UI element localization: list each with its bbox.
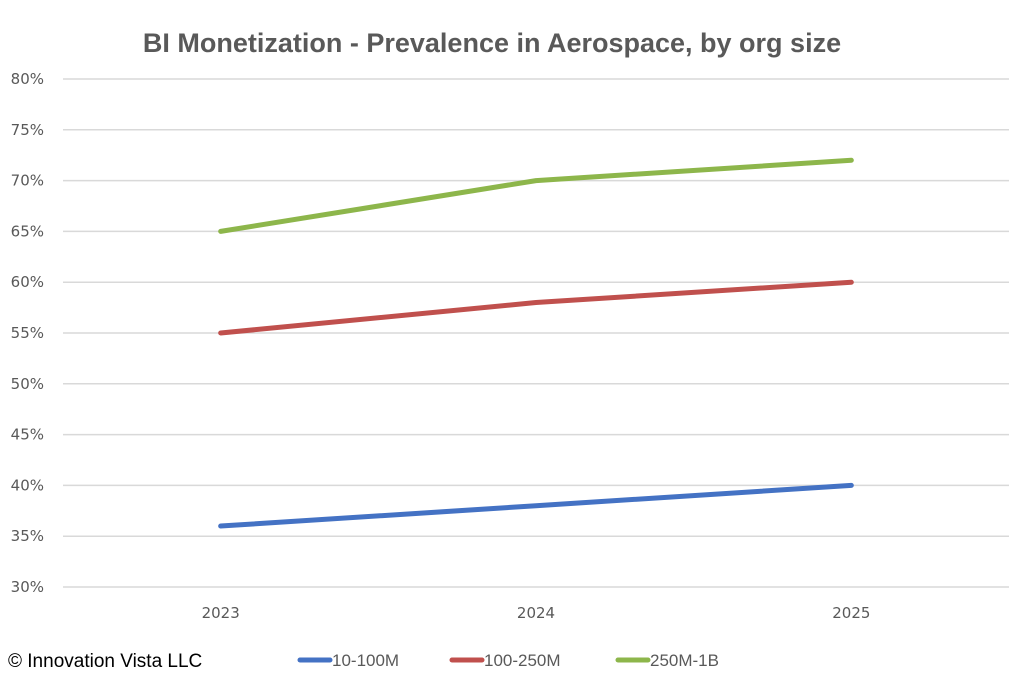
legend-label: 250M-1B [650, 651, 719, 670]
x-tick-label: 2025 [832, 604, 870, 622]
series-line-100-250M [218, 279, 854, 336]
series-lines [218, 157, 854, 529]
copyright-text: © Innovation Vista LLC [8, 651, 202, 672]
gridlines [63, 78, 1009, 588]
legend-item: 250M-1B [615, 651, 719, 670]
x-tick-label: 2023 [202, 604, 240, 622]
y-tick-label: 65% [11, 222, 44, 240]
chart-title: BI Monetization - Prevalence in Aerospac… [143, 28, 841, 58]
y-tick-label: 50% [11, 375, 44, 393]
y-tick-label: 30% [11, 578, 44, 596]
y-tick-label: 60% [11, 273, 44, 291]
y-tick-label: 40% [11, 476, 44, 494]
x-axis-ticks: 2023 2024 2025 [202, 604, 871, 622]
legend-label: 100-250M [484, 651, 561, 670]
y-tick-label: 35% [11, 527, 44, 545]
y-tick-label: 45% [11, 426, 44, 444]
y-tick-label: 75% [11, 121, 44, 139]
y-tick-label: 55% [11, 324, 44, 342]
y-tick-label: 80% [11, 70, 44, 88]
legend-item: 100-250M [449, 651, 561, 670]
y-tick-label: 70% [11, 172, 44, 190]
legend-label: 10-100M [332, 651, 399, 670]
legend-item: 10-100M [297, 651, 399, 670]
series-line-250M-1B [218, 157, 854, 234]
x-tick-label: 2024 [517, 604, 555, 622]
legend: 10-100M 100-250M 250M-1B [297, 651, 719, 670]
y-axis-ticks: 30% 35% 40% 45% 50% 55% 60% 65% 70% 75% 80% [11, 70, 44, 596]
